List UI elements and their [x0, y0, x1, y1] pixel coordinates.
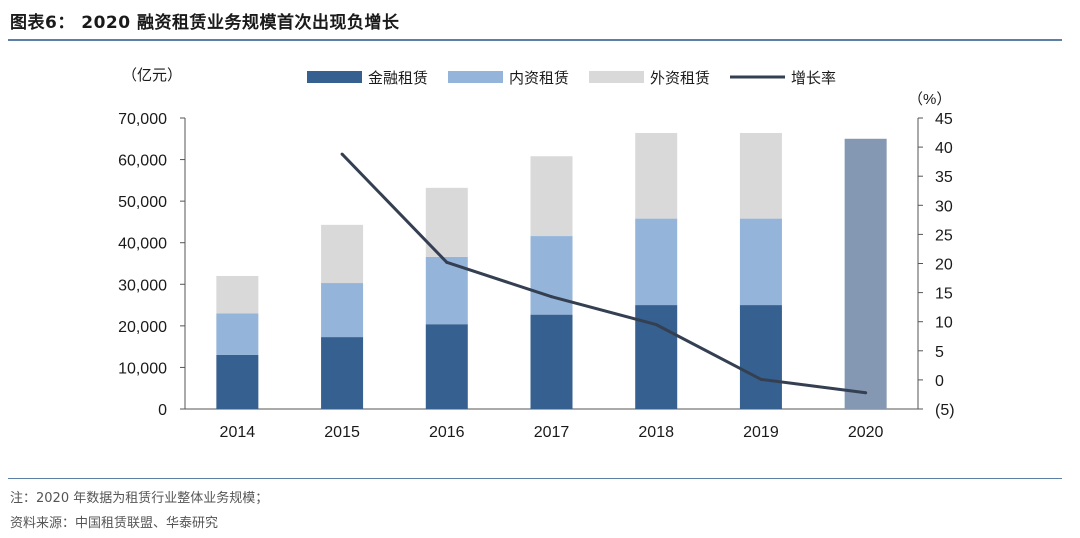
- x-tick-label: 2017: [534, 424, 570, 441]
- title-divider: [8, 39, 1062, 41]
- chart-title: 图表6： 2020 融资租赁业务规模首次出现负增长: [10, 13, 400, 33]
- right-tick-label: 10: [935, 315, 953, 332]
- right-tick-label: (5): [935, 402, 955, 419]
- legend-label: 金融租赁: [368, 70, 428, 87]
- source-note: 资料来源：中国租赁联盟、华泰研究: [10, 516, 219, 531]
- left-tick-label: 10,000: [118, 360, 167, 377]
- legend-label: 内资租赁: [509, 70, 569, 87]
- right-tick-label: 35: [935, 169, 953, 186]
- growth-rate-point: [550, 295, 553, 299]
- bar-2019: [739, 218, 782, 306]
- bar-2018: [635, 218, 678, 306]
- footer-divider: [8, 478, 1062, 479]
- bar-2019: [739, 305, 782, 409]
- left-tick-label: 20,000: [118, 319, 167, 336]
- right-axis-unit: （%）: [908, 91, 951, 108]
- chart: 0 10,000 20,000 30,000 40,000 50,000 60,000 70,…: [118, 67, 955, 441]
- bar-2014: [216, 313, 259, 355]
- bar-2019: [739, 132, 782, 219]
- bar-2014: [216, 354, 259, 409]
- x-tick-label: 2018: [638, 424, 674, 441]
- bar-2017: [530, 236, 573, 315]
- right-tick-label: 40: [935, 140, 953, 157]
- bar-2016: [425, 324, 468, 409]
- right-tick-label: 15: [935, 286, 953, 303]
- x-tick-label: 2019: [743, 424, 779, 441]
- growth-rate-point: [654, 323, 658, 327]
- growth-rate-point: [759, 377, 763, 381]
- legend-swatch: [589, 71, 644, 83]
- bar-total-2020: [844, 138, 887, 410]
- growth-rate-line: [340, 153, 866, 395]
- bar-2015: [321, 337, 364, 409]
- x-tick-label: 2015: [324, 424, 360, 441]
- legend-label: 外资租赁: [650, 70, 710, 87]
- left-tick-label: 70,000: [118, 111, 167, 128]
- x-tick-label: 2020: [848, 424, 884, 441]
- bar-2017: [530, 314, 573, 409]
- bar-2018: [635, 132, 678, 219]
- right-tick-label: 5: [935, 344, 944, 361]
- growth-rate-point: [340, 152, 344, 156]
- bar-2016: [425, 187, 468, 257]
- right-tick-label: 20: [935, 257, 953, 274]
- legend-swatch: [448, 71, 503, 83]
- left-tick-label: 50,000: [118, 194, 167, 211]
- x-tick-label: 2016: [429, 424, 465, 441]
- bar-2015: [321, 224, 364, 284]
- footnote: 注：2020 年数据为租赁行业整体业务规模；: [10, 491, 269, 506]
- left-tick-label: 0: [158, 402, 167, 419]
- left-tick-label: 30,000: [118, 277, 167, 294]
- bar-2017: [530, 156, 573, 237]
- right-tick-label: 0: [935, 373, 944, 390]
- growth-rate-point: [864, 391, 868, 395]
- x-tick-label: 2014: [220, 424, 256, 441]
- left-tick-label: 60,000: [118, 153, 167, 170]
- right-tick-label: 30: [935, 198, 953, 215]
- bar-2015: [321, 283, 364, 338]
- left-axis-unit: （亿元）: [122, 67, 182, 84]
- left-tick-label: 40,000: [118, 236, 167, 253]
- legend-swatch: [307, 71, 362, 83]
- bar-2014: [216, 275, 259, 314]
- legend-label: 增长率: [791, 70, 836, 87]
- right-tick-label: 25: [935, 227, 953, 244]
- growth-rate-point: [445, 260, 449, 264]
- right-tick-label: 45: [935, 111, 953, 128]
